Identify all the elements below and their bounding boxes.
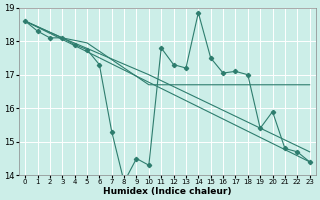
X-axis label: Humidex (Indice chaleur): Humidex (Indice chaleur) (103, 187, 232, 196)
